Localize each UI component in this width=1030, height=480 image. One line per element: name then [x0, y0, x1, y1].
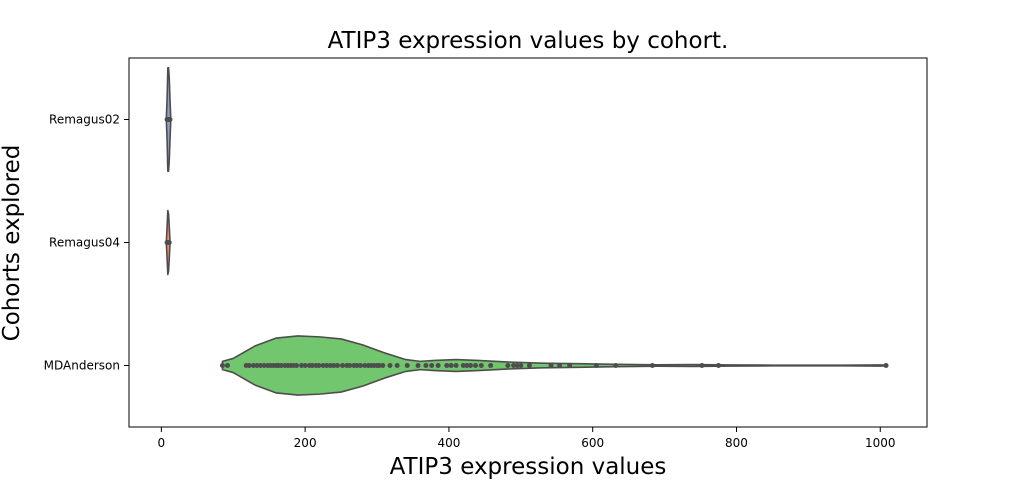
y-axis: Remagus02 Remagus04 MDAnderson [44, 113, 129, 373]
data-point-mdanderson [460, 363, 466, 368]
data-point-mdanderson [362, 363, 368, 368]
data-point-mdanderson [278, 363, 284, 368]
data-point-mdanderson [324, 363, 330, 368]
data-point-mdanderson [327, 363, 333, 368]
data-point-mdanderson [649, 363, 655, 368]
x-tick-label: 1000 [865, 436, 896, 450]
plot-area [164, 67, 889, 396]
data-point-mdanderson [261, 363, 267, 368]
data-point-mdanderson [444, 363, 450, 368]
data-point-mdanderson [467, 363, 473, 368]
data-point-mdanderson [557, 363, 563, 368]
data-point-mdanderson [404, 363, 410, 368]
y-tick-label: Remagus02 [49, 113, 120, 127]
data-point-mdanderson [302, 363, 308, 368]
data-point-mdanderson [423, 363, 429, 368]
data-point-mdanderson [340, 363, 346, 368]
data-point-mdanderson [299, 363, 305, 368]
data-point-mdanderson [548, 363, 554, 368]
data-point-mdanderson [219, 363, 225, 368]
x-axis: 0 200 400 600 800 1000 [158, 427, 896, 450]
data-point-remagus02 [167, 117, 173, 122]
x-tick-label: 0 [158, 436, 166, 450]
data-point-mdanderson [478, 363, 484, 368]
data-point-mdanderson [505, 363, 511, 368]
data-point-mdanderson [354, 363, 360, 368]
data-point-mdanderson [316, 363, 322, 368]
data-point-mdanderson [258, 363, 264, 368]
data-point-mdanderson [448, 363, 454, 368]
data-point-mdanderson [699, 363, 705, 368]
data-point-mdanderson [473, 363, 479, 368]
data-point-remagus04 [166, 240, 172, 245]
data-point-mdanderson [376, 363, 382, 368]
data-point-mdanderson [464, 363, 470, 368]
y-tick-label: Remagus04 [49, 236, 120, 250]
data-point-mdanderson [567, 363, 573, 368]
x-tick-label: 600 [581, 436, 604, 450]
data-point-mdanderson [294, 363, 300, 368]
data-point-mdanderson [435, 363, 441, 368]
x-tick-label: 800 [725, 436, 748, 450]
x-tick-label: 400 [437, 436, 460, 450]
data-point-mdanderson [224, 363, 230, 368]
data-point-mdanderson [320, 363, 326, 368]
data-point-mdanderson [254, 363, 260, 368]
data-point-mdanderson [716, 363, 722, 368]
y-tick-label: MDAnderson [44, 359, 120, 373]
data-point-mdanderson [518, 363, 524, 368]
data-point-mdanderson [415, 363, 421, 368]
data-point-mdanderson [394, 363, 400, 368]
x-tick-label: 200 [294, 436, 317, 450]
data-point-mdanderson [511, 363, 517, 368]
data-point-mdanderson [380, 363, 386, 368]
data-point-mdanderson [357, 363, 363, 368]
data-point-mdanderson [250, 363, 256, 368]
chart-title: ATIP3 expression values by cohort. [328, 28, 729, 54]
data-point-mdanderson [334, 363, 340, 368]
data-point-mdanderson [883, 363, 889, 368]
x-axis-title: ATIP3 expression values [390, 454, 667, 480]
data-point-mdanderson [526, 363, 532, 368]
data-point-mdanderson [387, 363, 393, 368]
data-point-mdanderson [593, 363, 599, 368]
data-point-mdanderson [331, 363, 337, 368]
data-point-mdanderson [246, 363, 252, 368]
data-point-mdanderson [453, 363, 459, 368]
data-point-mdanderson [488, 363, 494, 368]
data-point-mdanderson [514, 363, 520, 368]
y-axis-title: Cohorts explored [0, 145, 25, 342]
data-point-mdanderson [347, 363, 353, 368]
data-point-mdanderson [429, 363, 435, 368]
data-point-mdanderson [613, 363, 619, 368]
data-point-mdanderson [309, 363, 315, 368]
